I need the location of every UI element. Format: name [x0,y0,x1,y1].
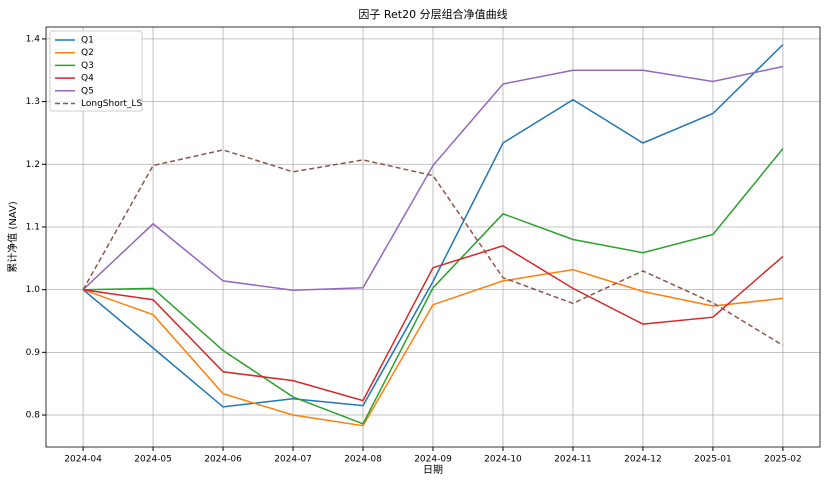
series-line [82,44,784,408]
chart-title: 因子 Ret20 分层组合净值曲线 [358,7,507,21]
x-tick-label: 2024-11 [554,455,592,465]
y-tick-label: 0.9 [26,348,41,358]
legend-label: Q5 [81,86,94,96]
y-tick-label: 1.1 [26,222,40,232]
y-tick-label: 1.3 [26,97,40,107]
legend-label: Q1 [81,36,94,46]
series-line [82,268,783,427]
series-line [82,65,784,292]
plot-frame [45,26,821,448]
series-line [82,149,784,347]
y-axis-label: 累计净值 (NAV) [6,201,19,273]
legend-label: Q4 [81,74,94,84]
series-line [83,148,784,425]
legend-label: Q2 [81,48,94,58]
x-tick-label: 2025-01 [694,455,732,465]
x-tick-label: 2024-06 [204,455,242,465]
y-tick-label: 1.4 [26,34,41,44]
x-tick-label: 2024-07 [274,455,312,465]
x-tick-label: 2024-12 [624,455,662,465]
series-line [82,244,784,402]
x-axis-label: 日期 [423,464,443,476]
legend-label: Q3 [81,61,94,71]
x-tick-label: 2024-04 [64,455,102,465]
x-tick-label: 2024-09 [414,455,452,465]
x-tick-label: 2025-02 [764,455,802,465]
x-tick-label: 2024-05 [134,455,172,465]
legend-label: LongShort_LS [81,99,142,109]
y-tick-label: 1.0 [26,285,41,295]
x-tick-label: 2024-10 [484,455,522,465]
y-tick-label: 1.2 [26,160,40,170]
x-tick-label: 2024-08 [344,455,382,465]
y-tick-label: 0.8 [26,411,41,421]
